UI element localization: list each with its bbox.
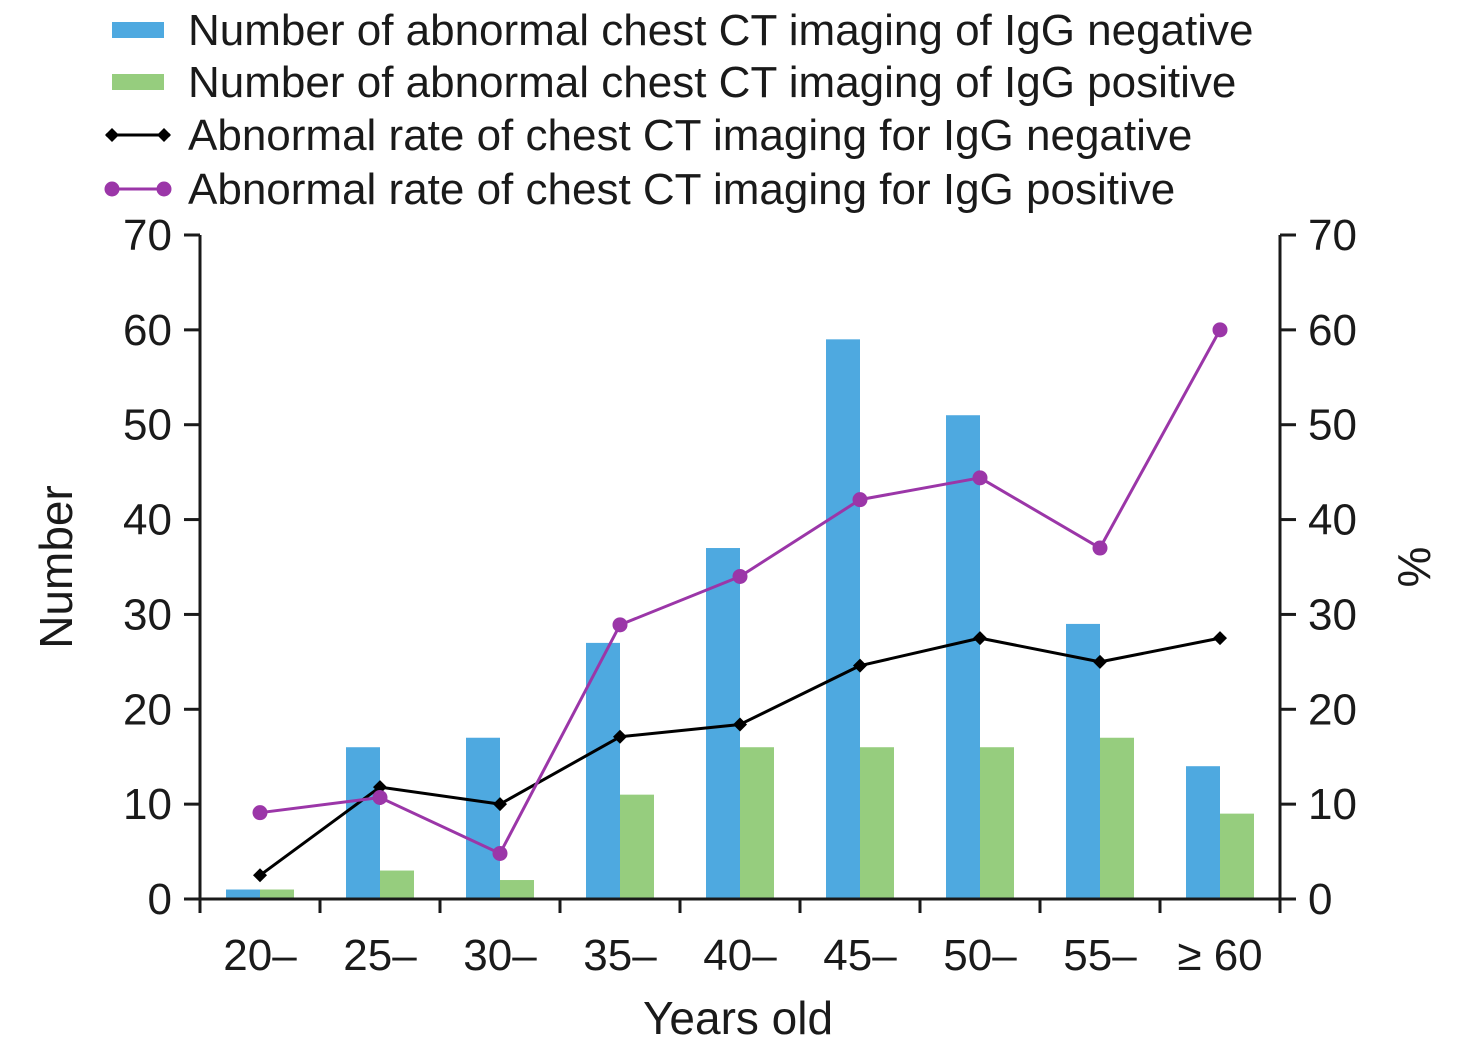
y2-tick-label-8: 70 bbox=[1308, 211, 1357, 260]
legend-swatch-1 bbox=[112, 22, 164, 38]
y2-tick-label-1: 0 bbox=[1308, 875, 1332, 924]
x-tick-label-7: 50– bbox=[943, 931, 1017, 980]
point-series2-5 bbox=[732, 568, 748, 584]
x-tick-label-1: 20– bbox=[223, 931, 297, 980]
x-axis-title: Years old bbox=[643, 992, 833, 1044]
point-series2-7 bbox=[972, 470, 988, 486]
bar-series1-8 bbox=[1066, 623, 1100, 899]
bar-series1-3 bbox=[466, 737, 500, 899]
y2-tick-label-6: 50 bbox=[1308, 401, 1357, 450]
bar-series2-2 bbox=[380, 870, 414, 899]
point-series2-4 bbox=[612, 617, 628, 633]
y2-tick-label-5: 40 bbox=[1308, 496, 1357, 545]
legend-label-1: Number of abnormal chest CT imaging of I… bbox=[188, 6, 1254, 55]
y-tick-label-6: 50 bbox=[123, 401, 172, 450]
point-series1-2 bbox=[373, 780, 387, 795]
axes-group: 0 10 20 30 40 50 60 70 0 10 20 30 40 50 60 70 20– 25– 30– 3… bbox=[123, 211, 1357, 980]
legend-label-4: Abnormal rate of chest CT imaging for Ig… bbox=[188, 165, 1175, 214]
point-series1-7 bbox=[973, 631, 987, 646]
y2-tick-label-7: 60 bbox=[1308, 306, 1357, 355]
x-tick-label-5: 40– bbox=[703, 931, 777, 980]
bar-series2-3 bbox=[500, 880, 534, 899]
x-tick-label-4: 35– bbox=[583, 931, 657, 980]
y-tick-label-7: 60 bbox=[123, 306, 172, 355]
legend-swatch-2 bbox=[112, 74, 164, 90]
y-axis-title: Number bbox=[30, 485, 82, 649]
bar-series1-2 bbox=[346, 747, 380, 899]
point-series1-8 bbox=[1093, 654, 1107, 669]
x-tick-label-3: 30– bbox=[463, 931, 537, 980]
point-series1-6 bbox=[853, 658, 867, 673]
bar-series1-1 bbox=[226, 889, 260, 899]
bar-series1-9 bbox=[1186, 766, 1220, 899]
legend-marker-left-3 bbox=[105, 128, 119, 142]
bars-group bbox=[226, 339, 1254, 899]
x-tick-label-9: ≥ 60 bbox=[1177, 931, 1262, 980]
bar-series2-8 bbox=[1100, 737, 1134, 899]
x-tick-label-2: 25– bbox=[343, 931, 417, 980]
legend-marker-right-4 bbox=[156, 181, 172, 197]
point-series2-1 bbox=[252, 805, 268, 821]
y-tick-label-4: 30 bbox=[123, 590, 172, 639]
y-tick-label-3: 20 bbox=[123, 685, 172, 734]
y2-tick-label-3: 20 bbox=[1308, 685, 1357, 734]
bar-series2-6 bbox=[860, 747, 894, 899]
y-tick-label-1: 0 bbox=[148, 875, 172, 924]
point-series2-2 bbox=[372, 790, 388, 806]
bar-series2-4 bbox=[620, 794, 654, 899]
point-series2-9 bbox=[1212, 322, 1228, 338]
y2-tick-label-4: 30 bbox=[1308, 590, 1357, 639]
legend-label-3: Abnormal rate of chest CT imaging for Ig… bbox=[188, 111, 1192, 160]
point-series1-1 bbox=[253, 868, 267, 883]
point-series1-4 bbox=[613, 729, 627, 744]
bar-series1-6 bbox=[826, 339, 860, 899]
bar-series1-7 bbox=[946, 415, 980, 899]
bar-series2-1 bbox=[260, 889, 294, 899]
bar-series2-9 bbox=[1220, 813, 1254, 899]
legend: Number of abnormal chest CT imaging of I… bbox=[104, 6, 1254, 214]
lines-group bbox=[252, 322, 1228, 883]
bar-series2-7 bbox=[980, 747, 1014, 899]
y-tick-label-2: 10 bbox=[123, 780, 172, 829]
point-series2-8 bbox=[1092, 540, 1108, 556]
point-series1-5 bbox=[733, 717, 747, 732]
point-series1-9 bbox=[1213, 631, 1227, 646]
x-tick-label-6: 45– bbox=[823, 931, 897, 980]
legend-marker-left-4 bbox=[104, 181, 120, 197]
bar-series2-5 bbox=[740, 747, 774, 899]
y-tick-label-5: 40 bbox=[123, 496, 172, 545]
bar-series1-4 bbox=[586, 642, 620, 899]
legend-label-2: Number of abnormal chest CT imaging of I… bbox=[188, 58, 1236, 107]
point-series2-3 bbox=[492, 845, 508, 861]
y2-axis-title: % bbox=[1388, 547, 1440, 588]
legend-marker-right-3 bbox=[157, 128, 171, 142]
y-tick-label-8: 70 bbox=[123, 211, 172, 260]
point-series1-3 bbox=[493, 797, 507, 812]
y2-tick-label-2: 10 bbox=[1308, 780, 1357, 829]
x-tick-label-8: 55– bbox=[1063, 931, 1137, 980]
point-series2-6 bbox=[852, 492, 868, 508]
